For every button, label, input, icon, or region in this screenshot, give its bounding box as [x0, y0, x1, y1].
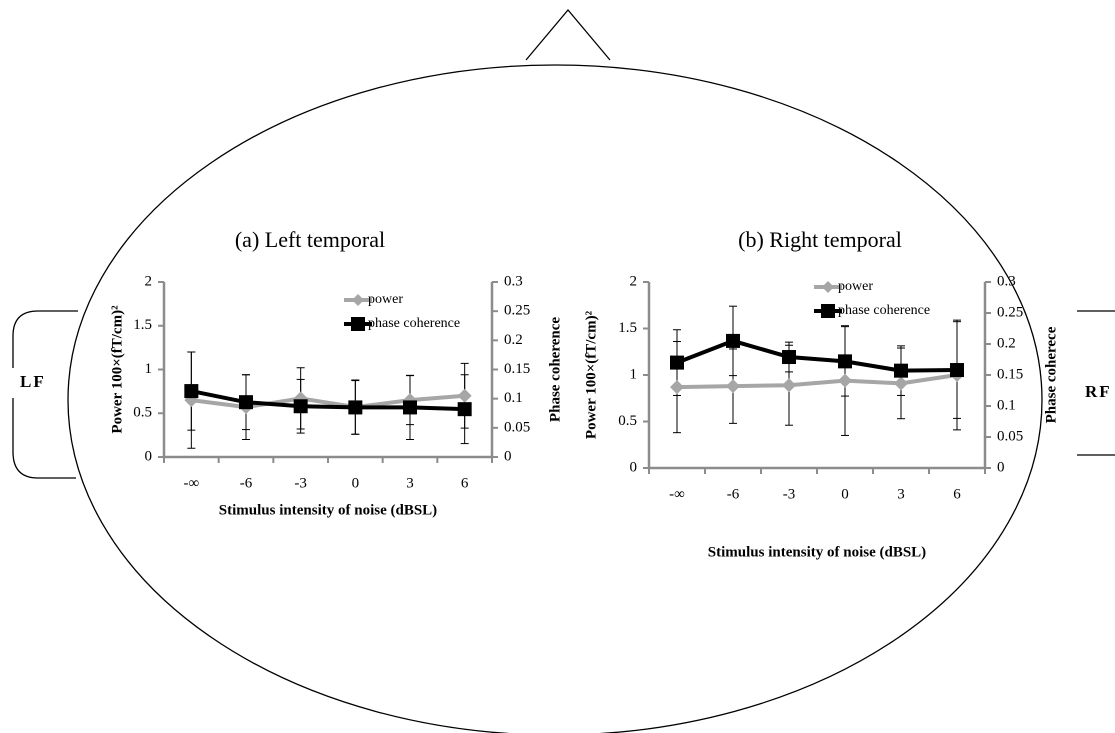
y2-tick-label: 0.05	[997, 428, 1023, 444]
y-tick-label: 0.5	[618, 413, 637, 429]
y2-tick-label: 0.25	[504, 303, 530, 319]
legend-label: phase coherence	[368, 316, 460, 331]
legend-label: power	[368, 292, 403, 307]
x-tick-label: -6	[240, 475, 253, 491]
x-axis-label: Stimulus intensity of noise (dBSL)	[708, 544, 926, 560]
label-bg	[12, 368, 60, 398]
marker	[894, 363, 908, 378]
chart-title: (a) Left temporal	[235, 227, 385, 252]
y-tick-label: 2	[145, 273, 153, 289]
y2-tick-label: 0.2	[504, 332, 523, 348]
x-tick-label: 3	[897, 486, 905, 502]
y2-tick-label: 0.15	[997, 366, 1023, 382]
marker	[293, 399, 308, 414]
y-tick-label: 0	[630, 459, 638, 475]
y2-tick-label: 0	[504, 448, 512, 464]
marker	[782, 350, 796, 365]
marker	[457, 402, 472, 417]
y-tick-label: 1	[145, 361, 153, 377]
legend-marker	[351, 317, 365, 331]
series-line	[190, 389, 465, 412]
marker	[670, 355, 684, 370]
y-tick-label: 1	[630, 366, 638, 382]
label-bg	[1080, 378, 1115, 408]
marker	[239, 395, 253, 410]
x-tick-label: 6	[461, 475, 469, 491]
y2-axis-label: Phase coherece	[1043, 326, 1059, 423]
legend-marker	[821, 304, 835, 318]
marker	[950, 363, 964, 378]
x-tick-label: -3	[783, 486, 796, 502]
marker	[726, 379, 740, 394]
series-line	[191, 393, 465, 410]
x-tick-label: 3	[406, 475, 414, 491]
marker	[670, 380, 684, 395]
marker	[457, 388, 472, 403]
legend-label: power	[838, 279, 873, 294]
y2-tick-label: 0.15	[504, 361, 530, 377]
y2-tick-label: 0.3	[504, 273, 523, 289]
legend-marker	[352, 294, 364, 306]
y2-tick-label: 0.25	[997, 304, 1023, 320]
nose	[525, 8, 611, 61]
head-label: LF	[20, 372, 46, 391]
y-tick-label: 2	[630, 273, 638, 289]
y2-axis-label: Phase coherence	[547, 317, 563, 422]
y2-tick-label: 0.2	[997, 335, 1016, 351]
marker	[838, 373, 852, 388]
marker	[348, 400, 363, 415]
head-outline	[67, 64, 1043, 733]
marker	[782, 378, 796, 393]
y-tick-label: 0	[145, 448, 153, 464]
x-axis-label: Stimulus intensity of noise (dBSL)	[219, 502, 437, 518]
x-tick-label: -3	[294, 475, 307, 491]
marker	[838, 354, 852, 369]
head-label: RF	[1085, 382, 1112, 401]
series-line	[676, 373, 958, 390]
x-tick-label: 0	[352, 475, 360, 491]
y-tick-label: 1.5	[618, 320, 637, 336]
marker	[894, 376, 908, 391]
series-line	[676, 338, 958, 373]
x-tick-label: -∞	[183, 475, 199, 491]
legend-marker	[822, 281, 834, 293]
y-tick-label: 0.5	[133, 405, 152, 421]
y2-tick-label: 0	[997, 459, 1005, 475]
y-axis-label: Power 100×(fT/cm)²	[583, 310, 599, 439]
y2-tick-label: 0.1	[997, 397, 1016, 413]
legend-label: phase coherence	[838, 303, 930, 318]
y2-tick-label: 0.05	[504, 419, 530, 435]
x-tick-label: 0	[841, 486, 849, 502]
x-tick-label: 6	[953, 486, 961, 502]
y2-tick-label: 0.3	[997, 273, 1016, 289]
x-tick-label: -6	[727, 486, 740, 502]
x-tick-label: -∞	[669, 486, 685, 502]
marker	[726, 333, 740, 348]
chart-title: (b) Right temporal	[738, 227, 902, 252]
y-tick-label: 1.5	[133, 317, 152, 333]
right-ear	[1077, 310, 1115, 456]
y2-tick-label: 0.1	[504, 390, 523, 406]
marker	[184, 384, 199, 399]
y-axis-label: Power 100×(fT/cm)²	[109, 305, 125, 434]
marker	[403, 400, 417, 415]
